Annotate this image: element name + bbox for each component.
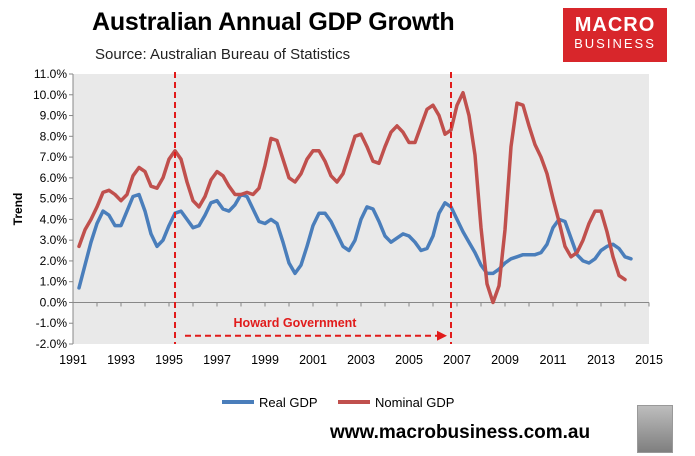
y-tick-label: 1.0% [40, 275, 68, 289]
y-axis-label: Trend [11, 193, 25, 226]
plot-area [73, 74, 649, 344]
x-tick-label: 1999 [251, 353, 279, 367]
logo-line-2: BUSINESS [574, 36, 656, 51]
y-tick-label: 0.0% [40, 295, 68, 309]
y-tick-label: -2.0% [36, 337, 68, 351]
wolf-mascot-icon [637, 405, 673, 453]
y-tick-label: 10.0% [33, 88, 67, 102]
y-tick-label: 6.0% [40, 171, 68, 185]
x-tick-label: 1995 [155, 353, 183, 367]
legend-label-1: Nominal GDP [375, 395, 454, 410]
y-tick-label: 8.0% [40, 129, 68, 143]
x-tick-label: 2007 [443, 353, 471, 367]
logo-line-1: MACRO [574, 14, 656, 36]
legend-label-0: Real GDP [259, 395, 318, 410]
series-line-nominal-gdp [77, 90, 627, 305]
y-tick-label: 3.0% [40, 233, 68, 247]
x-tick-label: 1991 [59, 353, 87, 367]
gdp-line-chart: 11.0% 10.0% 9.0% 8.0% 7.0% 6.0% 5.0% 4.0% 3.0% 2.… [11, 67, 663, 410]
y-tick-label: 7.0% [40, 150, 68, 164]
x-tick-label: 2015 [635, 353, 663, 367]
y-tick-label: 11.0% [34, 67, 67, 81]
x-tick-label: 2011 [540, 353, 567, 367]
x-tick-label: 2013 [587, 353, 615, 367]
chart-subtitle: Source: Australian Bureau of Statistics [95, 46, 351, 63]
y-tick-label: 4.0% [40, 212, 68, 226]
chart-title: Australian Annual GDP Growth [92, 8, 455, 36]
website-url: www.macrobusiness.com.au [330, 422, 591, 443]
howard-arrow-head [437, 330, 447, 341]
y-tick-label: 5.0% [40, 192, 68, 206]
x-tick-label: 2001 [299, 353, 327, 367]
x-tick-label: 1997 [203, 353, 231, 367]
x-tick-label: 1993 [107, 353, 135, 367]
x-tick-label: 2009 [491, 353, 519, 367]
x-tick-label: 2003 [347, 353, 375, 367]
y-tick-label: 2.0% [40, 254, 68, 268]
series-line-real-gdp [77, 192, 633, 290]
y-tick-label: -1.0% [36, 316, 68, 330]
x-tick-label: 2005 [395, 353, 423, 367]
howard-government-label: Howard Government [234, 316, 358, 330]
y-tick-label: 9.0% [40, 109, 68, 123]
macrobusiness-logo: MACRO BUSINESS [563, 8, 667, 62]
